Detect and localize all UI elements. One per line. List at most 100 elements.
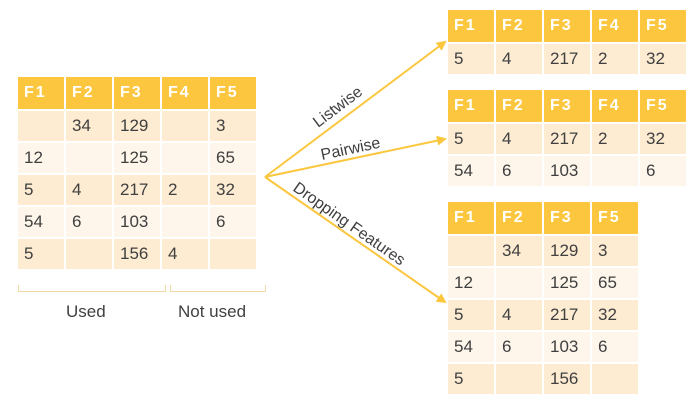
source-header-cell: F3 [114,77,160,109]
listwise-cell: 32 [640,44,686,74]
source-header-cell: F5 [210,77,256,109]
pairwise-row: 5 4 217 2 32 [448,124,686,154]
pairwise-header-cell: F1 [448,90,494,122]
pairwise-cell: 5 [448,124,494,154]
source-cell: 129 [114,111,160,141]
pairwise-cell [592,156,638,186]
listwise-header-cell: F3 [544,10,590,42]
listwise-cell: 217 [544,44,590,74]
label-dropping-features: Dropping Features [290,179,408,269]
source-header-cell: F1 [18,77,64,109]
dropping-row: 34 129 3 [448,236,638,266]
dropping-row: 12 125 65 [448,268,638,298]
source-cell: 6 [66,207,112,237]
source-row: 5 4 217 2 32 [18,175,256,205]
pairwise-cell: 6 [496,156,542,186]
dropping-header-cell: F3 [544,202,590,234]
source-cell: 54 [18,207,64,237]
source-row: 54 6 103 6 [18,207,256,237]
source-cell: 5 [18,175,64,205]
source-cell [162,143,208,173]
listwise-header-row: F1 F2 F3 F4 F5 [448,10,686,42]
dropping-cell: 156 [544,364,590,394]
source-cell: 34 [66,111,112,141]
listwise-header-cell: F5 [640,10,686,42]
source-row: 34 129 3 [18,111,256,141]
dropping-header-cell: F1 [448,202,494,234]
dropping-cell: 6 [592,332,638,362]
source-cell: 4 [66,175,112,205]
pairwise-table: F1 F2 F3 F4 F5 5 4 217 2 32 54 6 103 6 [446,88,688,188]
dropping-row: 5 156 [448,364,638,394]
pairwise-cell: 103 [544,156,590,186]
pairwise-cell: 217 [544,124,590,154]
dropping-cell: 3 [592,236,638,266]
dropping-cell: 129 [544,236,590,266]
dropping-cell: 6 [496,332,542,362]
dropping-cell [496,364,542,394]
arrow-pairwise [264,135,447,178]
source-row: 5 156 4 [18,239,256,269]
source-cell [66,239,112,269]
pairwise-cell: 54 [448,156,494,186]
dropping-cell: 32 [592,300,638,330]
dropping-cell: 12 [448,268,494,298]
dropping-cell: 34 [496,236,542,266]
source-cell [66,143,112,173]
dropping-cell: 125 [544,268,590,298]
source-cell: 156 [114,239,160,269]
dropping-cell: 65 [592,268,638,298]
listwise-header-cell: F2 [496,10,542,42]
dropping-table: F1 F2 F3 F5 34 129 3 12 125 65 5 4 217 32 54 6 103 6 5 156 [446,200,640,396]
listwise-row: 5 4 217 2 32 [448,44,686,74]
not-used-label: Not used [178,302,247,321]
dropping-header-cell: F5 [592,202,638,234]
pairwise-cell: 4 [496,124,542,154]
source-cell: 103 [114,207,160,237]
pairwise-header-row: F1 F2 F3 F4 F5 [448,90,686,122]
source-table: F1 F2 F3 F4 F5 34 129 3 12 125 65 5 4 217 2 32 54 6 103 6 5 1… [16,75,258,271]
dropping-cell: 217 [544,300,590,330]
arrow-dropping [264,176,447,304]
dropping-cell: 103 [544,332,590,362]
dropping-cell: 54 [448,332,494,362]
listwise-header-cell: F1 [448,10,494,42]
listwise-cell: 5 [448,44,494,74]
source-header-cell: F4 [162,77,208,109]
source-cell: 125 [114,143,160,173]
used-label: Used [66,302,106,321]
not-used-brace [170,285,266,292]
pairwise-header-cell: F5 [640,90,686,122]
dropping-header-cell: F2 [496,202,542,234]
source-cell [162,207,208,237]
source-row: 12 125 65 [18,143,256,173]
listwise-cell: 2 [592,44,638,74]
pairwise-cell: 32 [640,124,686,154]
source-header-cell: F2 [66,77,112,109]
source-cell [210,239,256,269]
arrow-listwise [264,40,447,178]
dropping-cell: 5 [448,300,494,330]
dropping-cell [496,268,542,298]
source-cell: 3 [210,111,256,141]
listwise-header-cell: F4 [592,10,638,42]
pairwise-cell: 6 [640,156,686,186]
source-cell: 65 [210,143,256,173]
dropping-header-row: F1 F2 F3 F5 [448,202,638,234]
pairwise-header-cell: F3 [544,90,590,122]
source-cell: 32 [210,175,256,205]
source-cell: 2 [162,175,208,205]
source-cell: 4 [162,239,208,269]
source-header-row: F1 F2 F3 F4 F5 [18,77,256,109]
pairwise-header-cell: F2 [496,90,542,122]
dropping-cell: 4 [496,300,542,330]
pairwise-row: 54 6 103 6 [448,156,686,186]
listwise-table: F1 F2 F3 F4 F5 5 4 217 2 32 [446,8,688,76]
pairwise-cell: 2 [592,124,638,154]
source-cell: 5 [18,239,64,269]
source-cell [162,111,208,141]
pairwise-header-cell: F4 [592,90,638,122]
dropping-cell [448,236,494,266]
dropping-row: 54 6 103 6 [448,332,638,362]
